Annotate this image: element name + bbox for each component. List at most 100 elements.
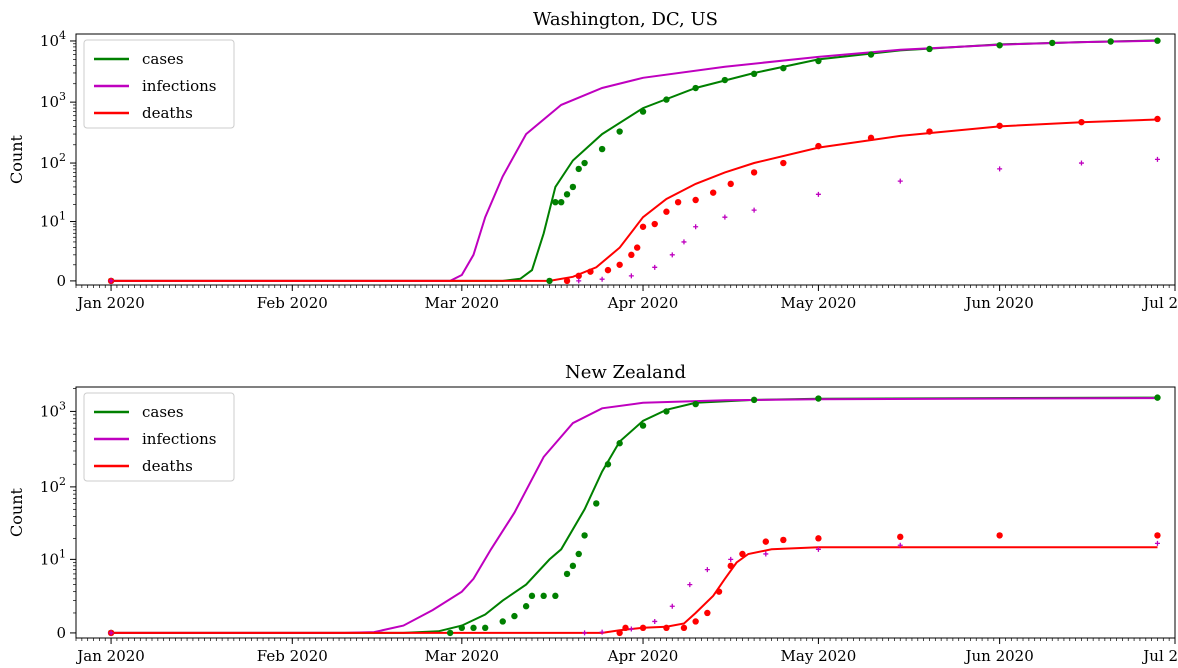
data-point <box>593 500 600 507</box>
data-point <box>763 551 769 557</box>
data-point <box>599 629 605 635</box>
chart-panel-1: Washington, DC, US Count Jan 2020 Feb 2020 M… <box>7 9 1178 312</box>
data-point <box>680 624 688 632</box>
data-point <box>522 603 530 610</box>
data-point <box>108 278 114 284</box>
data-point <box>616 440 623 447</box>
series-markers-cases-observed- <box>107 394 1161 637</box>
y-tick-label: 0 <box>56 272 66 290</box>
chart-title: New Zealand <box>565 362 686 383</box>
data-point <box>1078 118 1085 126</box>
data-point <box>687 582 693 588</box>
legend-box <box>83 39 235 129</box>
data-point <box>639 624 647 632</box>
data-point <box>528 592 536 600</box>
y-tick-label: 0 <box>56 624 66 642</box>
data-point <box>540 592 547 600</box>
x-tick-label: Jan 2020 <box>75 294 145 312</box>
y-tick-label: 102 <box>40 151 66 172</box>
data-point <box>1154 115 1161 123</box>
data-point <box>815 191 821 197</box>
data-point <box>639 422 647 429</box>
x-tick-label: Jun 2020 <box>963 647 1033 665</box>
data-point <box>681 239 687 245</box>
data-point <box>552 592 559 600</box>
data-point <box>604 266 612 274</box>
legend-label-cases: cases <box>142 50 184 68</box>
data-point <box>458 624 466 632</box>
data-point <box>897 533 904 541</box>
x-tick-label: Jul 2020 <box>1141 647 1178 665</box>
data-point <box>867 51 875 58</box>
data-point <box>815 546 821 552</box>
data-point <box>692 400 699 408</box>
data-point <box>587 268 594 275</box>
data-point <box>867 134 875 142</box>
x-tick-label: May 2020 <box>781 294 857 312</box>
series-line-deaths <box>111 546 1158 634</box>
data-point <box>575 165 582 173</box>
data-point <box>1049 39 1056 47</box>
data-point <box>663 96 670 103</box>
data-point <box>780 536 787 544</box>
data-point <box>704 567 710 573</box>
data-point <box>780 64 787 72</box>
legend-label-infections: infections <box>142 430 217 448</box>
data-point <box>926 128 933 135</box>
data-point <box>692 84 699 92</box>
data-point <box>1107 38 1114 45</box>
data-point <box>446 629 454 637</box>
data-point <box>815 142 822 150</box>
data-point <box>1154 156 1160 162</box>
data-point <box>663 624 670 632</box>
data-point <box>727 180 734 188</box>
chart-panel-2: New Zealand Count Jan 2020 Feb 2020 Mar 2020… <box>7 362 1178 665</box>
data-point <box>815 57 822 65</box>
data-point <box>715 588 723 595</box>
x-tick-label: Jul 2020 <box>1141 294 1178 312</box>
y-axis-label: Count <box>7 134 26 183</box>
x-tick-label: Apr 2020 <box>607 647 679 665</box>
data-point <box>750 169 758 176</box>
data-point <box>996 122 1003 129</box>
data-point <box>739 550 746 558</box>
data-point <box>598 145 606 153</box>
y-tick-label: 101 <box>40 547 66 568</box>
legend: cases infections deaths <box>83 39 235 129</box>
plot-frame <box>75 386 1176 639</box>
data-point <box>780 159 787 167</box>
x-tick-label: May 2020 <box>781 647 857 665</box>
series-markers-infections-observed- <box>108 540 1160 636</box>
series-markers-deaths-observed- <box>107 532 1161 637</box>
series-markers-cases-observed- <box>107 37 1161 285</box>
data-point <box>663 408 670 415</box>
data-point <box>569 183 577 191</box>
data-point <box>897 542 903 548</box>
series-line-cases <box>111 396 1158 634</box>
data-point <box>628 273 634 279</box>
chart-title: Washington, DC, US <box>533 9 718 30</box>
y-tick-label: 103 <box>40 399 66 420</box>
data-point <box>575 550 582 558</box>
data-point <box>674 198 682 206</box>
data-point <box>552 198 559 206</box>
data-point <box>616 261 623 268</box>
legend-label-cases: cases <box>142 403 184 421</box>
data-point <box>693 224 699 230</box>
data-point <box>576 278 582 284</box>
data-point <box>762 538 769 545</box>
series-line-deaths <box>111 118 1158 282</box>
data-point <box>1078 160 1084 166</box>
x-tick-label: Feb 2020 <box>257 647 328 665</box>
data-point <box>709 189 717 196</box>
plot-area <box>107 37 1161 285</box>
data-point <box>499 618 506 625</box>
series-line-cases <box>111 39 1158 282</box>
data-point <box>1154 540 1160 546</box>
y-tick-label: 103 <box>40 90 66 111</box>
data-point <box>511 612 518 620</box>
x-tick-label: Jan 2020 <box>75 647 145 665</box>
data-point <box>581 159 588 167</box>
legend-box <box>83 392 235 482</box>
